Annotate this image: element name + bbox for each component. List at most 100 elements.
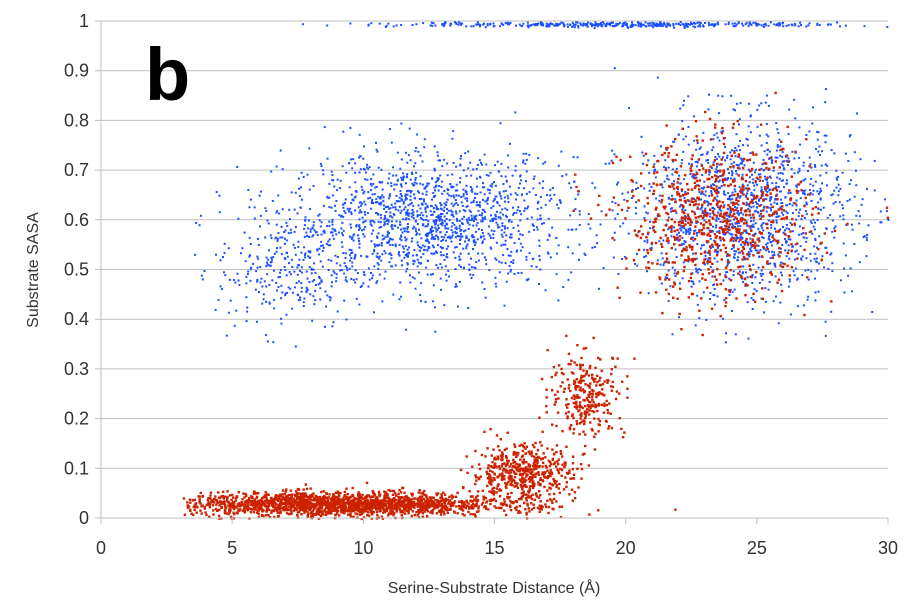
data-point xyxy=(328,295,331,298)
data-point xyxy=(435,230,438,233)
data-point xyxy=(479,236,482,239)
data-point xyxy=(681,277,684,280)
data-point xyxy=(317,511,320,514)
data-point xyxy=(612,21,614,24)
data-point xyxy=(663,180,666,183)
data-point xyxy=(754,171,756,174)
data-point xyxy=(789,191,792,194)
data-point xyxy=(296,212,299,215)
data-point xyxy=(785,159,788,162)
data-point xyxy=(549,194,552,197)
data-point xyxy=(588,513,591,516)
data-point xyxy=(824,101,827,104)
data-point xyxy=(416,258,419,261)
data-point xyxy=(492,22,495,25)
data-point xyxy=(779,172,782,175)
data-point xyxy=(493,25,496,27)
data-point xyxy=(394,505,398,508)
data-point xyxy=(285,221,288,224)
data-point xyxy=(377,263,380,266)
data-point xyxy=(289,502,292,505)
data-point xyxy=(272,509,276,513)
data-point xyxy=(811,232,814,235)
data-point xyxy=(751,173,753,176)
data-point xyxy=(312,295,315,298)
data-point xyxy=(666,177,669,180)
data-point xyxy=(540,504,543,507)
data-point xyxy=(323,230,326,233)
data-point xyxy=(326,24,329,27)
data-point xyxy=(240,252,242,255)
data-point xyxy=(678,205,681,208)
data-point xyxy=(358,502,362,505)
data-point xyxy=(694,160,697,163)
data-point xyxy=(682,104,685,107)
data-point xyxy=(222,502,225,505)
data-point xyxy=(444,265,447,268)
data-point xyxy=(378,493,382,497)
data-point xyxy=(557,299,560,302)
data-point xyxy=(421,507,425,510)
data-point xyxy=(779,190,782,193)
data-point xyxy=(643,248,646,251)
data-point xyxy=(286,255,289,258)
data-point xyxy=(495,285,498,288)
data-point xyxy=(465,247,468,250)
data-point xyxy=(723,204,726,207)
data-point xyxy=(884,198,886,201)
data-point xyxy=(787,244,790,247)
data-point xyxy=(374,201,377,204)
data-point xyxy=(487,196,489,199)
data-point xyxy=(450,186,453,189)
data-point xyxy=(246,504,250,507)
data-point xyxy=(192,499,195,502)
data-point xyxy=(298,510,301,513)
data-point xyxy=(532,23,535,26)
data-point xyxy=(273,252,276,255)
data-point xyxy=(771,161,773,164)
data-point xyxy=(711,183,714,186)
data-point xyxy=(364,220,367,223)
data-point xyxy=(438,185,441,187)
data-point xyxy=(212,509,215,512)
data-point xyxy=(696,271,699,274)
data-point xyxy=(444,273,447,276)
data-point xyxy=(280,284,283,287)
data-point xyxy=(760,144,763,147)
data-point xyxy=(624,21,627,24)
data-point xyxy=(732,274,735,277)
data-point xyxy=(398,200,401,203)
data-point xyxy=(406,248,409,251)
data-point xyxy=(520,179,523,182)
data-point xyxy=(731,174,734,177)
data-point xyxy=(443,209,445,212)
data-point xyxy=(304,218,307,221)
data-point xyxy=(286,251,288,254)
data-point xyxy=(383,503,386,506)
data-point xyxy=(468,219,471,221)
data-point xyxy=(774,227,776,230)
data-point xyxy=(674,275,677,277)
data-point xyxy=(817,201,820,204)
data-point xyxy=(343,299,346,302)
data-point xyxy=(661,186,664,189)
data-point xyxy=(446,236,449,239)
data-point xyxy=(293,208,296,211)
data-point xyxy=(679,107,682,110)
data-point xyxy=(358,224,361,227)
data-point xyxy=(507,220,510,223)
data-point xyxy=(817,131,820,134)
data-point xyxy=(555,252,558,255)
data-point xyxy=(750,194,753,197)
data-point xyxy=(304,492,307,495)
data-point xyxy=(298,187,301,190)
data-point xyxy=(491,217,494,220)
data-point xyxy=(341,165,344,168)
data-point xyxy=(417,512,421,515)
data-point xyxy=(433,145,436,148)
data-point xyxy=(486,198,489,201)
data-point xyxy=(600,210,603,213)
data-point xyxy=(814,164,816,167)
data-point xyxy=(374,245,377,248)
data-point xyxy=(750,216,752,219)
